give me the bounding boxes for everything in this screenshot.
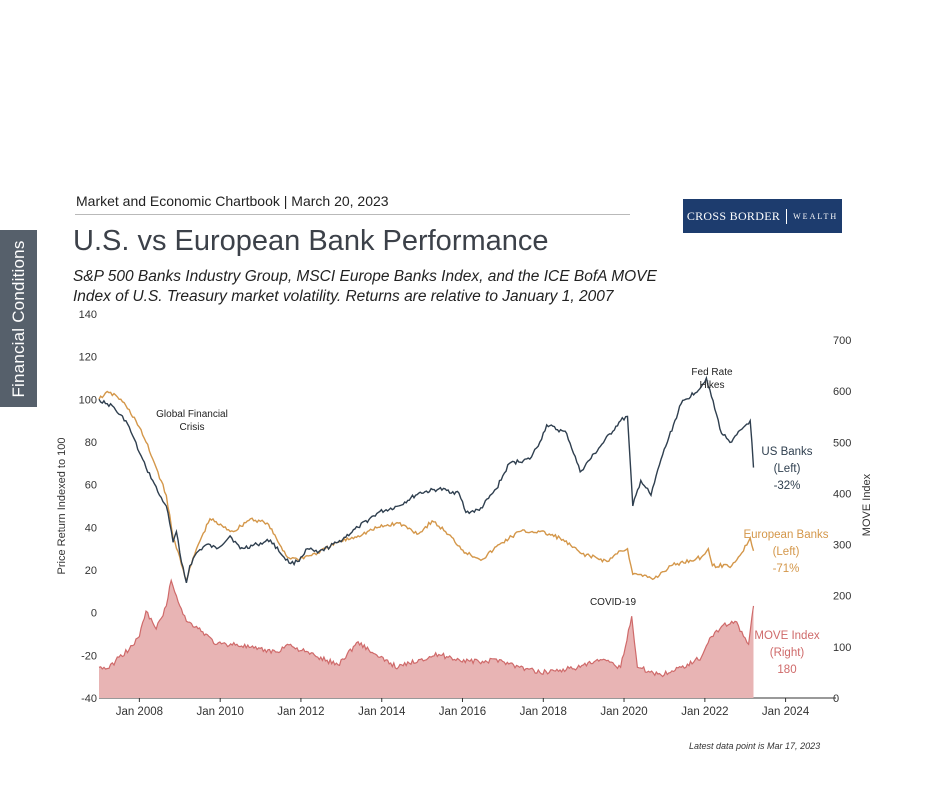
y-right-tick-label: 0	[833, 693, 839, 705]
x-tick-label: Jan 2020	[600, 706, 647, 718]
series-label: 180	[777, 664, 796, 676]
x-tick-label: Jan 2014	[358, 706, 406, 718]
x-tick-label: Jan 2012	[277, 706, 324, 718]
y-left-tick-label: 140	[79, 309, 97, 321]
y-left-tick-label: -40	[81, 693, 97, 705]
x-tick-label: Jan 2018	[520, 706, 567, 718]
x-tick-label: Jan 2024	[762, 706, 810, 718]
x-tick-label: Jan 2016	[439, 706, 486, 718]
series-label: (Left)	[774, 463, 801, 475]
logo-left-text: CROSS BORDER	[686, 208, 781, 223]
move-index-area	[99, 580, 754, 698]
y-right-tick-label: 700	[833, 335, 851, 347]
logo-right-text: WEALTH	[793, 211, 839, 221]
subtitle-line-1: S&P 500 Banks Industry Group, MSCI Europ…	[73, 268, 657, 285]
y-left-tick-label: 0	[91, 608, 97, 620]
y-left-tick-label: -20	[81, 650, 97, 662]
y-right-tick-label: 600	[833, 386, 851, 398]
x-tick-label: Jan 2010	[197, 706, 244, 718]
move-index-line	[98, 578, 755, 678]
series-label: (Left)	[773, 546, 800, 558]
european-banks-line	[98, 390, 755, 583]
y-left-tick-label: 40	[85, 522, 97, 534]
y-left-tick-label: 120	[79, 352, 97, 364]
chart-annotation: Crisis	[180, 422, 205, 433]
series-label: European Banks	[743, 529, 828, 541]
y-right-axis-title: MOVE Index	[861, 473, 873, 536]
y-right-tick-label: 200	[833, 591, 851, 603]
us-banks-line	[98, 375, 755, 583]
y-left-tick-label: 100	[79, 394, 97, 406]
side-tab-financial-conditions[interactable]: Financial Conditions	[0, 230, 37, 407]
y-right-tick-label: 500	[833, 437, 851, 449]
subtitle-line-2: Index of U.S. Treasury market volatility…	[73, 288, 614, 305]
latest-data-footnote: Latest data point is Mar 17, 2023	[689, 741, 821, 751]
y-left-tick-label: 20	[85, 565, 97, 577]
chartbook-header: Market and Economic Chartbook | March 20…	[76, 193, 389, 209]
chart-annotation: COVID-19	[590, 597, 637, 608]
series-label: MOVE Index	[754, 630, 819, 642]
chart-subtitle: S&P 500 Banks Industry Group, MSCI Europ…	[73, 267, 713, 307]
y-left-tick-label: 60	[85, 480, 97, 492]
y-right-tick-label: 300	[833, 540, 851, 552]
y-right-tick-label: 100	[833, 642, 851, 654]
y-left-axis-title: Price Return Indexed to 100	[56, 438, 68, 575]
logo-separator	[786, 208, 788, 224]
chart-annotation: Fed Rate	[691, 367, 733, 378]
series-label: (Right)	[770, 647, 805, 659]
chart-annotation: Global Financial	[156, 409, 228, 420]
page-title: U.S. vs European Bank Performance	[73, 225, 549, 257]
chart-annotation: Hikes	[699, 380, 724, 391]
x-tick-label: Jan 2008	[116, 706, 163, 718]
x-tick-label: Jan 2022	[681, 706, 728, 718]
y-right-tick-label: 400	[833, 488, 851, 500]
series-label: US Banks	[761, 446, 812, 458]
y-left-tick-label: 80	[85, 437, 97, 449]
cross-border-wealth-logo: CROSS BORDER WEALTH	[683, 199, 842, 233]
series-label: -32%	[774, 480, 801, 492]
header-divider	[75, 214, 630, 215]
series-label: -71%	[773, 563, 800, 575]
